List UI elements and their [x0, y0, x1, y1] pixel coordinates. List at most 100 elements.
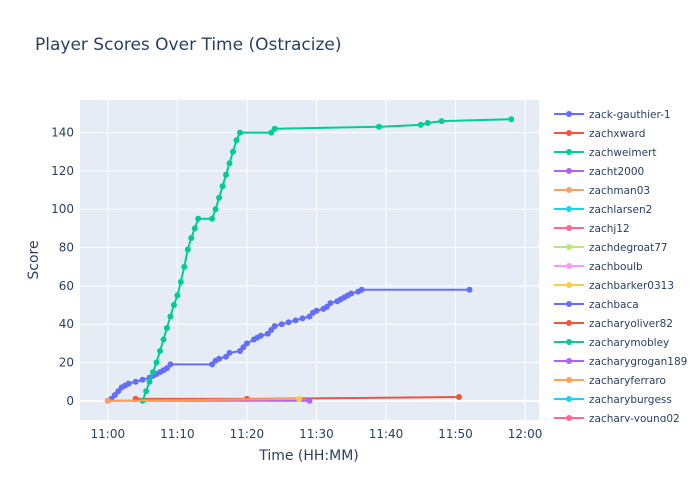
data-point [125, 380, 132, 387]
data-point [170, 302, 177, 308]
data-point [143, 388, 150, 395]
legend-marker [566, 244, 572, 250]
data-point [226, 160, 233, 167]
legend-item[interactable]: zachj12 [554, 223, 630, 235]
data-point [191, 225, 198, 232]
legend-marker [566, 339, 572, 345]
data-point [327, 300, 334, 307]
data-point [188, 235, 195, 241]
legend-item[interactable]: zachlarsen2 [554, 204, 652, 216]
data-point [195, 215, 202, 222]
legend-marker [566, 111, 572, 117]
chart-title: Player Scores Over Time (Ostracize) [35, 35, 342, 55]
grid-lines [80, 100, 539, 420]
data-point [278, 321, 285, 328]
legend-item[interactable]: zachweimert [554, 147, 656, 159]
data-point [296, 395, 303, 402]
y-tick-label: 120 [51, 164, 74, 178]
series-layer [104, 116, 515, 404]
legend-label: zachman03 [589, 185, 650, 197]
data-point [257, 332, 264, 339]
legend-marker [566, 168, 572, 174]
data-point [313, 307, 320, 314]
legend-item[interactable]: zacht2000 [554, 166, 644, 178]
data-point [167, 361, 174, 368]
data-point [219, 183, 226, 190]
legend-item[interactable]: zachdegroat77 [554, 242, 668, 254]
legend-item[interactable]: zachboulb [554, 261, 643, 273]
legend-item[interactable]: zachbarker0313 [554, 280, 674, 292]
legend-item[interactable]: zachman03 [554, 185, 650, 197]
data-point [240, 344, 247, 351]
legend-label: zacharymobley [589, 337, 669, 349]
data-point [174, 292, 181, 299]
legend-label: zachxward [589, 128, 645, 140]
y-tick-label: 0 [66, 394, 74, 408]
data-point [292, 317, 299, 324]
legend-label: zacharyoliver82 [589, 318, 673, 330]
legend-item[interactable]: zacharyoliver82 [554, 318, 673, 330]
legend-marker [566, 415, 572, 421]
data-point [146, 378, 153, 385]
x-axis-title: Time (HH:MM) [258, 448, 359, 464]
legend-item[interactable]: zacharygrogan189 [554, 356, 687, 368]
data-point [157, 348, 163, 354]
data-point [223, 353, 229, 360]
data-point [348, 290, 355, 297]
legend-label: zachbaca [589, 299, 639, 311]
data-point [115, 388, 122, 395]
legend-label: zachj12 [589, 223, 630, 235]
plot-area [80, 100, 539, 420]
legend-label: zachary-young02 [589, 413, 680, 425]
data-point [209, 215, 216, 222]
x-tick-label: 11:40 [369, 427, 404, 441]
legend-marker [566, 358, 572, 364]
axis-ticks: 0 20 40 60 80 100 120 140 11:00 11:10 11:20 11:30 11… [51, 126, 542, 441]
x-tick-label: 12:00 [508, 427, 543, 441]
y-tick-label: 100 [51, 202, 74, 216]
data-point [268, 129, 275, 136]
y-tick-label: 140 [51, 126, 74, 140]
data-point [358, 286, 365, 293]
x-tick-label: 11:50 [438, 427, 473, 441]
x-tick-label: 11:00 [91, 427, 126, 441]
data-point [163, 325, 170, 331]
x-tick-label: 11:10 [160, 427, 195, 441]
legend-label: zachlarsen2 [589, 204, 652, 216]
data-point [456, 394, 462, 400]
legend-label: zacht2000 [589, 166, 644, 178]
legend-item[interactable]: zacharyburgess [554, 394, 672, 406]
legend-marker [566, 263, 572, 269]
legend-label: zacharyburgess [589, 394, 672, 406]
data-point [184, 246, 191, 253]
legend-item[interactable]: zacharymobley [554, 337, 669, 349]
data-point [306, 397, 313, 404]
legend[interactable]: zack-gauthier-1 zachxward zachweimert zacht… [554, 109, 687, 425]
data-point [139, 376, 146, 383]
data-point [424, 120, 431, 126]
legend-label: zachbarker0313 [589, 280, 674, 292]
legend-marker [566, 130, 572, 136]
legend-item[interactable]: zachary-young02 [554, 413, 680, 425]
x-tick-label: 11:20 [230, 427, 265, 441]
legend-item[interactable]: zacharyferraro [554, 375, 666, 387]
data-point [271, 125, 278, 132]
data-point [508, 116, 515, 123]
legend-label: zachdegroat77 [589, 242, 668, 254]
data-point [417, 121, 424, 128]
data-point [209, 361, 216, 368]
data-point [167, 313, 174, 320]
legend-item[interactable]: zack-gauthier-1 [554, 109, 671, 121]
legend-item[interactable]: zachxward [554, 128, 645, 140]
data-point [223, 171, 229, 178]
data-point [323, 303, 330, 310]
data-point [376, 123, 382, 130]
data-point [299, 315, 306, 322]
data-point [306, 313, 313, 320]
legend-marker [566, 225, 572, 231]
data-point [243, 340, 250, 347]
legend-item[interactable]: zachbaca [554, 299, 639, 311]
data-point [153, 359, 160, 366]
legend-label: zacharyferraro [589, 375, 666, 387]
